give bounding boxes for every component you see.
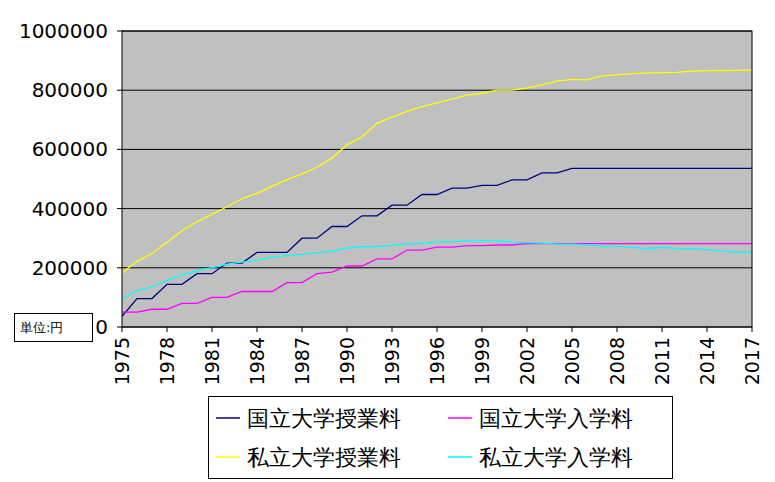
y-tick-label: 1000000 <box>19 19 108 43</box>
x-tick-label: 2005 <box>561 337 583 385</box>
x-tick-label: 1990 <box>336 337 358 385</box>
x-tick <box>662 327 663 332</box>
series-line <box>122 168 752 316</box>
x-tick <box>752 327 753 332</box>
x-tick <box>302 327 303 332</box>
unit-box <box>15 314 93 342</box>
grid-line <box>122 90 752 91</box>
x-tick <box>122 327 123 332</box>
y-tick-label: 0 <box>95 315 108 339</box>
grid-line <box>122 267 752 268</box>
series-line <box>122 241 752 299</box>
y-tick-label: 600000 <box>32 137 108 161</box>
plot-area <box>122 31 752 327</box>
y-tick <box>117 327 122 328</box>
x-tick-label: 1987 <box>291 337 313 385</box>
x-tick <box>167 327 168 332</box>
unit-label: 単位:円 <box>20 320 63 335</box>
grid-line <box>122 149 752 150</box>
grid-line <box>122 208 752 209</box>
x-tick-label: 1996 <box>426 337 448 385</box>
y-tick-label: 800000 <box>32 78 108 102</box>
y-tick <box>117 208 122 209</box>
legend-swatch <box>448 456 472 458</box>
x-tick-label: 2008 <box>606 337 628 385</box>
x-tick-label: 1984 <box>246 337 268 385</box>
plot-frame <box>122 31 752 327</box>
x-tick <box>347 327 348 332</box>
x-tick <box>482 327 483 332</box>
legend-swatch <box>216 456 240 458</box>
y-tick <box>117 267 122 268</box>
x-tick <box>212 327 213 332</box>
x-tick <box>617 327 618 332</box>
y-tick <box>117 149 122 150</box>
x-tick <box>437 327 438 332</box>
x-tick-label: 1993 <box>381 337 403 385</box>
legend-swatch <box>448 417 472 419</box>
x-tick-label: 2002 <box>516 337 538 385</box>
legend-box <box>209 397 673 479</box>
y-tick-label: 400000 <box>32 197 108 221</box>
x-tick-label: 1999 <box>471 337 493 385</box>
x-tick <box>707 327 708 332</box>
x-tick <box>392 327 393 332</box>
series-line <box>122 244 752 313</box>
legend-label: 国立大学授業料 <box>247 406 401 431</box>
legend-label: 私立大学授業料 <box>247 445 401 470</box>
y-tick <box>117 31 122 32</box>
x-tick-label: 2011 <box>651 337 673 385</box>
chart: 0 200000 400000 600000 800000 1000000 1975 1978… <box>0 0 775 482</box>
legend-label: 国立大学入学料 <box>479 406 633 431</box>
x-tick <box>527 327 528 332</box>
legend-label: 私立大学入学料 <box>479 445 633 470</box>
series-group <box>122 70 752 316</box>
x-tick-label: 2017 <box>741 337 763 385</box>
x-tick-label: 2014 <box>696 337 718 385</box>
y-tick-label: 200000 <box>32 256 108 280</box>
x-tick <box>572 327 573 332</box>
x-tick-label: 1981 <box>201 337 223 385</box>
legend-swatch <box>216 417 240 419</box>
x-tick-label: 1978 <box>156 337 178 385</box>
x-tick <box>257 327 258 332</box>
y-tick <box>117 90 122 91</box>
x-tick-label: 1975 <box>111 337 133 385</box>
